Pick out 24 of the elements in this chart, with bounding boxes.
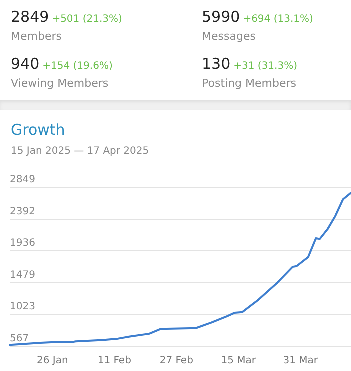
text: +694 (13.1%) [243,14,314,25]
x-tick-label: 26 Jan [36,356,68,366]
y-tick-label: 1479 [10,270,36,281]
y-tick-label: 1023 [10,302,36,313]
y-tick-label: 2392 [10,206,36,218]
text: +154 (19.6%) [42,61,113,72]
text: Viewing Members [11,77,110,90]
text: +501 (21.3%) [52,14,122,25]
text: Posting Members [202,77,298,90]
text: 5990 [202,8,240,26]
text: Members [11,30,63,43]
text: +31 (31.3%) [234,61,298,72]
y-tick-label: 2849 [10,174,36,186]
x-tick-label: 15 Mar [221,356,257,366]
chart-subtitle: 15 Jan 2025 — 17 Apr 2025 [11,146,150,157]
y-tick-label: 567 [10,334,30,344]
chart-title: Growth [11,121,66,139]
x-tick-label: 31 Mar [283,356,319,366]
x-tick-label: 11 Feb [98,356,132,366]
text: 940 [11,55,40,73]
x-tick-label: 27 Feb [160,356,194,366]
text: 130 [202,55,231,73]
y-tick-label: 1936 [10,238,36,250]
text: Messages [202,30,257,43]
